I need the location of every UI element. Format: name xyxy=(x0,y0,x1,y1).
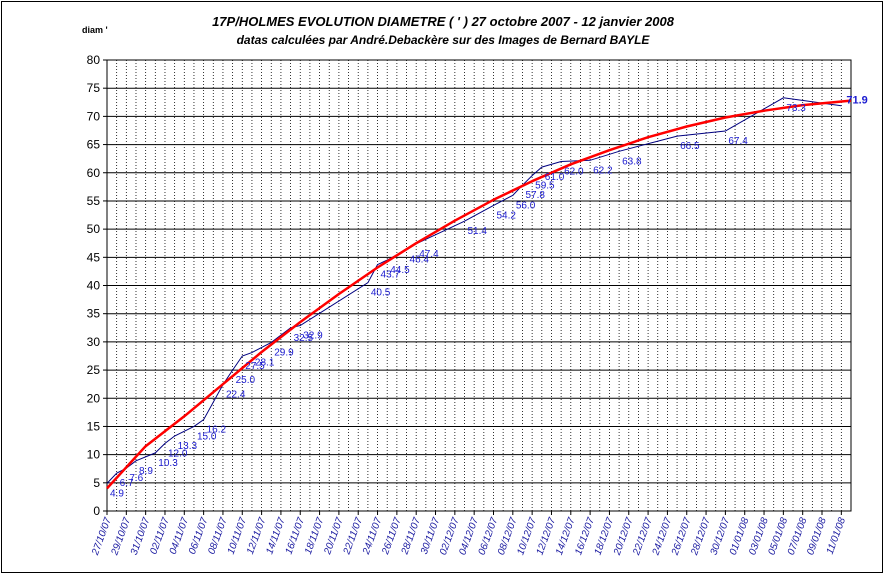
x-tick-label: 11/01/08 xyxy=(825,516,849,556)
data-label: 57.8 xyxy=(525,190,545,201)
y-tick-label: 10 xyxy=(87,448,101,462)
plot-area-border xyxy=(106,59,852,512)
chart-subtitle: datas calculées par André.Debackère sur … xyxy=(236,33,650,47)
y-tick-label: 75 xyxy=(87,81,101,95)
data-label: 61.0 xyxy=(545,172,565,183)
data-label: 6.7 xyxy=(120,478,134,489)
data-label: 44.5 xyxy=(390,265,410,276)
data-label: 29.9 xyxy=(274,347,294,358)
data-label: 62.0 xyxy=(564,166,584,177)
data-label: 12.0 xyxy=(168,448,188,459)
y-tick-label: 60 xyxy=(87,166,101,180)
y-tick-label: 30 xyxy=(87,335,101,349)
data-label: 4.9 xyxy=(110,488,124,499)
y-axis-label: diam ' xyxy=(82,25,108,35)
y-tick-label: 70 xyxy=(87,109,101,123)
y-tick-label: 45 xyxy=(87,250,101,264)
data-label: 7.6 xyxy=(129,473,143,484)
y-tick-label: 65 xyxy=(87,138,101,152)
data-label: 28.1 xyxy=(255,358,275,369)
data-label: 40.5 xyxy=(371,288,391,299)
data-label: 46.4 xyxy=(410,254,430,265)
data-label: 16.2 xyxy=(207,425,227,436)
measurement-line xyxy=(106,97,842,484)
data-label: 51.4 xyxy=(468,226,488,237)
data-label: 32.5 xyxy=(294,333,314,344)
data-label: 13.3 xyxy=(178,441,198,452)
data-label: 10.3 xyxy=(158,458,178,469)
y-tick-label: 55 xyxy=(87,194,101,208)
y-tick-label: 25 xyxy=(87,363,101,377)
y-tick-label: 20 xyxy=(87,391,101,405)
y-tick-label: 5 xyxy=(93,476,100,490)
data-label: 62.2 xyxy=(593,165,613,176)
data-label: 67.4 xyxy=(728,136,748,147)
data-label: 8.9 xyxy=(139,466,153,477)
data-label: 66.5 xyxy=(680,141,700,152)
data-label: 43.7 xyxy=(381,270,401,281)
data-label: 54.2 xyxy=(496,210,516,221)
data-label: 71.9 xyxy=(846,95,867,107)
y-tick-label: 0 xyxy=(93,504,100,518)
data-label: 32.9 xyxy=(303,331,323,342)
y-tick-label: 40 xyxy=(87,279,101,293)
data-label: 56.0 xyxy=(516,200,536,211)
data-label: 15.0 xyxy=(197,431,217,442)
data-label: 47.4 xyxy=(419,249,439,260)
data-label: 27.5 xyxy=(245,361,265,372)
y-tick-label: 50 xyxy=(87,222,101,236)
y-tick-label: 80 xyxy=(87,53,101,67)
data-label: 73.3 xyxy=(786,103,806,114)
y-tick-label: 35 xyxy=(87,307,101,321)
y-tick-label: 15 xyxy=(87,419,101,433)
chart-title: 17P/HOLMES EVOLUTION DIAMETRE ( ' ) 27 o… xyxy=(212,14,674,29)
data-label: 59.5 xyxy=(535,181,555,192)
trend-line xyxy=(106,99,852,490)
data-label: 22.4 xyxy=(226,390,246,401)
data-label: 63.8 xyxy=(622,156,642,167)
data-label: 25.0 xyxy=(236,375,256,386)
